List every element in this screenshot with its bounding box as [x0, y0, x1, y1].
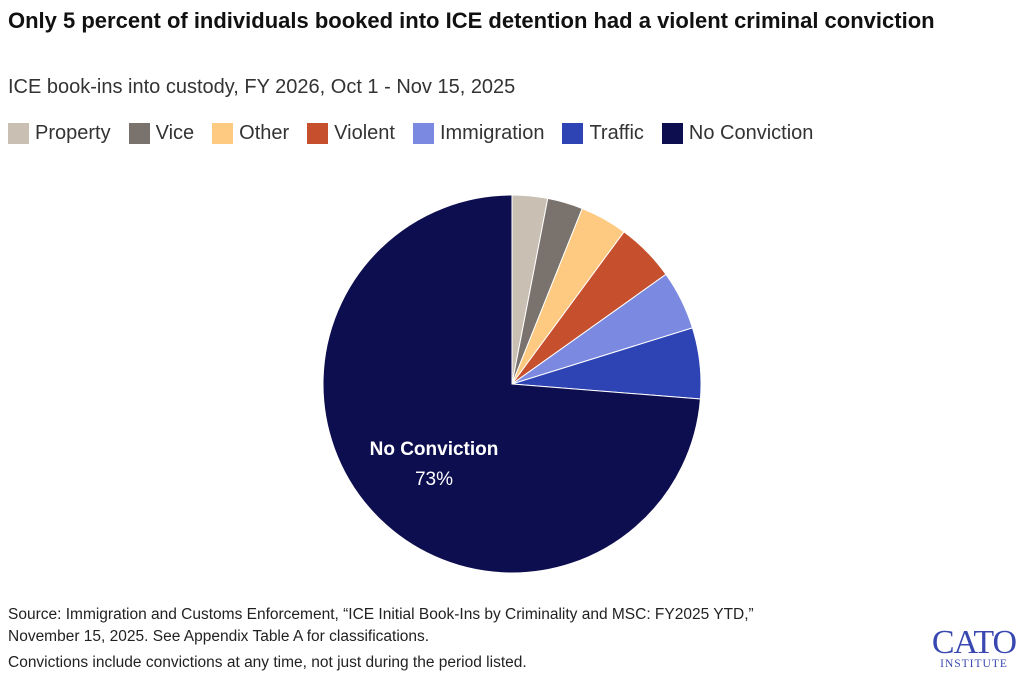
legend-label: Other: [239, 122, 290, 144]
legend-swatch: [212, 123, 234, 144]
legend-item-property: Property: [8, 122, 111, 145]
footnote: Convictions include convictions at any t…: [8, 654, 527, 671]
legend-label: Violent: [334, 122, 395, 144]
legend-item-other: Other: [212, 122, 289, 145]
legend-label: Traffic: [589, 122, 644, 144]
legend-swatch: [562, 123, 584, 144]
legend-label: Vice: [155, 122, 195, 144]
chart-title: Only 5 percent of individuals booked int…: [8, 8, 935, 33]
legend-swatch: [128, 123, 150, 144]
logo-main: CATO: [931, 624, 1017, 661]
data-label-category: No Conviction: [370, 439, 499, 460]
pie-chart: No Conviction 73%: [322, 194, 702, 574]
legend-label: Immigration: [439, 122, 545, 144]
cato-logo: CATO INSTITUTE: [928, 624, 1020, 671]
legend-item-no-conviction: No Conviction: [661, 122, 814, 145]
source-note: Source: Immigration and Customs Enforcem…: [8, 606, 754, 645]
data-label-value: 73%: [415, 469, 453, 490]
legend-label: No Conviction: [688, 122, 814, 144]
legend-item-immigration: Immigration: [412, 122, 545, 145]
legend-item-traffic: Traffic: [562, 122, 644, 145]
logo-sub: INSTITUTE: [940, 658, 1008, 670]
legend-swatch: [8, 123, 29, 144]
pie-slice-no-conviction: [322, 194, 701, 574]
legend: Property Vice Other Violent Immigration Traff…: [8, 122, 831, 145]
legend-swatch: [661, 123, 683, 144]
legend-swatch: [412, 123, 434, 144]
legend-item-violent: Violent: [307, 122, 395, 145]
legend-label: Property: [35, 122, 111, 144]
chart-subtitle: ICE book-ins into custody, FY 2026, Oct …: [8, 76, 516, 98]
legend-item-vice: Vice: [128, 122, 195, 145]
legend-swatch: [307, 123, 329, 144]
